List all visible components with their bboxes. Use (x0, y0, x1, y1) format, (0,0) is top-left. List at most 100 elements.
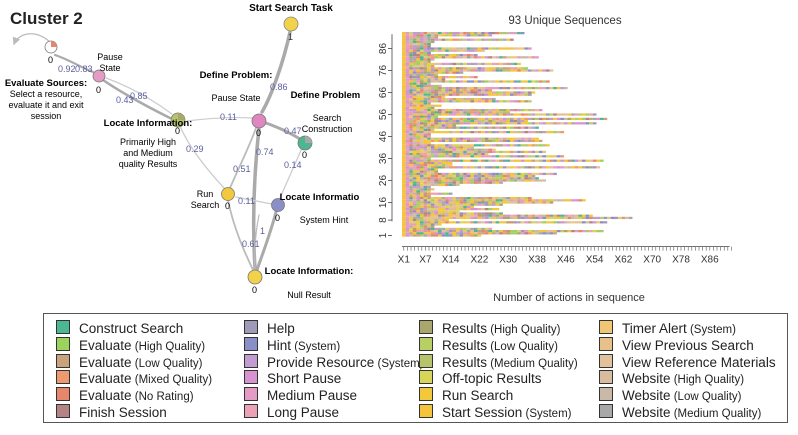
legend-label: Evaluate (79, 371, 132, 387)
sequence-cell (452, 137, 457, 140)
sequence-cell (409, 65, 413, 68)
sequence-cell (477, 201, 482, 204)
sequence-cell (481, 69, 485, 72)
sequence-cell (495, 179, 500, 182)
sequence-cell (412, 232, 417, 235)
sequence-cell (423, 190, 428, 193)
sequence-cell (420, 170, 424, 173)
sequence-cell (434, 95, 439, 99)
sequence-cell (589, 166, 593, 169)
sequence-cell (405, 95, 410, 99)
sequence-cell (459, 197, 464, 200)
sequence-cell (459, 146, 464, 149)
sequence-cell (420, 166, 424, 169)
sequence-cell (553, 199, 557, 202)
sequence-cell (420, 100, 424, 103)
sequence-cell (441, 144, 446, 147)
sequence-cell (434, 170, 439, 173)
legend-item: Off-topic Results (419, 370, 542, 387)
sequence-cell (416, 106, 421, 110)
sequence-cell (571, 166, 575, 169)
legend-swatch (419, 404, 433, 418)
sequence-cell (506, 69, 511, 72)
sequence-cell (402, 175, 406, 178)
sequence-cell (438, 150, 442, 154)
sequence-cell (416, 197, 421, 200)
sequence-cell (423, 214, 428, 217)
sequence-cell (402, 166, 406, 169)
sequence-cell (452, 34, 457, 37)
sequence-cell (438, 91, 442, 94)
sequence-cell (434, 71, 439, 74)
sequence-cell (409, 56, 413, 59)
sequence-cell (423, 153, 428, 156)
sequence-cell (416, 73, 421, 77)
sequence-cell (402, 170, 406, 173)
sequence-cell (499, 199, 503, 202)
sequence-cell (528, 159, 532, 162)
sequence-cell (456, 232, 460, 235)
sequence-cell (510, 179, 514, 182)
sequence-cell (423, 172, 428, 176)
legend-swatch (244, 320, 258, 334)
sequence-cell (434, 144, 439, 147)
sequence-cell (412, 223, 417, 226)
sequence-cell (488, 227, 493, 231)
sequence-cell (459, 144, 464, 147)
sequence-cell (499, 166, 503, 169)
node-evaluate-sources: 0 Evaluate Sources: Select a resource, e… (5, 40, 87, 121)
sequence-cell (430, 95, 435, 99)
sequence-cell (445, 98, 449, 101)
sequence-cell (452, 120, 457, 123)
sequence-cell (524, 150, 529, 154)
sequence-cell (477, 38, 482, 41)
legend-label: Timer Alert (622, 321, 687, 336)
sequence-cell (441, 208, 446, 211)
sequence-cell (427, 146, 431, 149)
sequence-cell (402, 38, 406, 41)
sequence-cell (506, 109, 511, 112)
sequence-cell (535, 144, 539, 147)
sequence-cell (531, 175, 536, 178)
sequence-cell (495, 67, 500, 70)
sequence-cell (420, 76, 424, 79)
sequence-cell (528, 197, 532, 200)
sequence-cell (409, 98, 413, 101)
sequence-cell (409, 91, 413, 94)
sequence-cell (430, 40, 435, 44)
sequence-cell (420, 87, 424, 90)
sequence-cell (416, 225, 421, 228)
sequence-cell (412, 67, 417, 70)
legend: Construct Search Evaluate (High Quality) E… (43, 313, 788, 423)
sequence-cell (538, 166, 543, 169)
sequence-cell (513, 155, 518, 158)
sequence-cell (416, 135, 421, 138)
sequence-cell (427, 201, 431, 204)
sequence-cell (405, 179, 410, 182)
sequence-cell (423, 201, 428, 204)
sequence-cell (459, 62, 464, 66)
sequence-cell (409, 146, 413, 149)
sequence-cell (430, 203, 435, 206)
sequence-cell (427, 133, 431, 136)
sequence-cell (416, 230, 421, 233)
sequence-cell (553, 87, 557, 90)
sequence-cell (474, 98, 478, 101)
sequence-cell (484, 203, 489, 206)
sequence-cell (488, 230, 493, 233)
sequence-cell (528, 122, 532, 125)
sequence-cell (474, 117, 478, 121)
sequence-cell (582, 113, 586, 116)
sequence-cell (423, 150, 428, 154)
sequence-cell (434, 131, 439, 134)
legend-item: Long Pause (244, 404, 339, 421)
sequence-cell (502, 113, 507, 116)
sequence-cell (412, 197, 417, 200)
sequence-cell (445, 221, 449, 224)
sequence-cell (470, 87, 475, 90)
sequence-cell (434, 98, 439, 101)
sequence-cell (448, 234, 453, 237)
sequence-cell (412, 208, 417, 211)
sequence-cell (459, 91, 464, 94)
sequence-cell (567, 117, 572, 121)
